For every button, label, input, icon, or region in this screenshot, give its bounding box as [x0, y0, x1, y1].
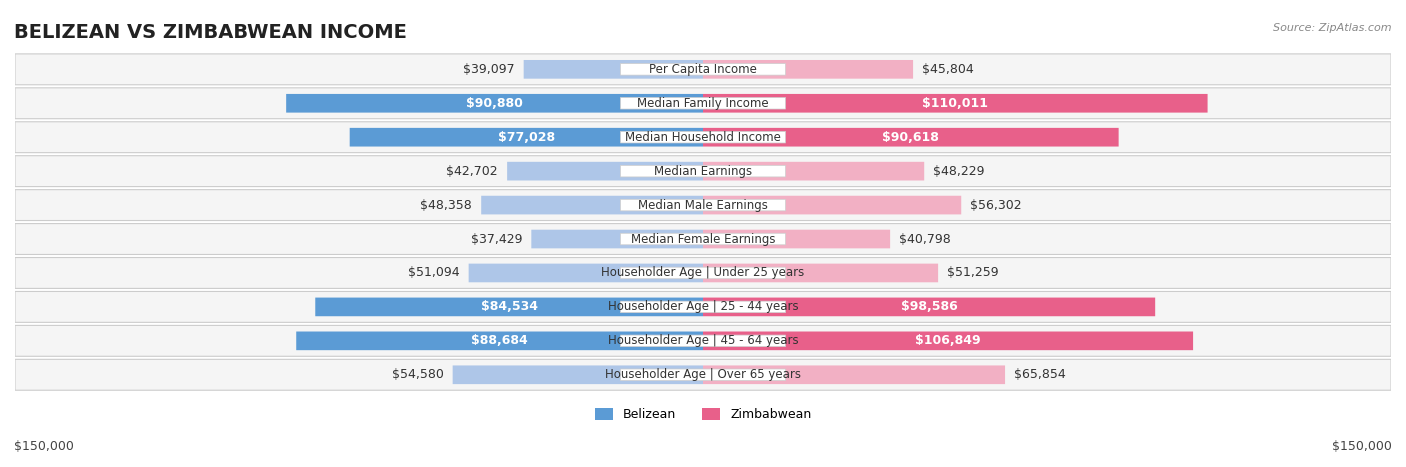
Text: BELIZEAN VS ZIMBABWEAN INCOME: BELIZEAN VS ZIMBABWEAN INCOME	[14, 23, 406, 42]
Text: $45,804: $45,804	[922, 63, 974, 76]
Text: $110,011: $110,011	[922, 97, 988, 110]
Text: $56,302: $56,302	[970, 198, 1022, 212]
FancyBboxPatch shape	[453, 366, 703, 384]
Text: Source: ZipAtlas.com: Source: ZipAtlas.com	[1274, 23, 1392, 33]
FancyBboxPatch shape	[468, 264, 703, 282]
FancyBboxPatch shape	[703, 264, 938, 282]
Text: Median Household Income: Median Household Income	[626, 131, 780, 144]
FancyBboxPatch shape	[15, 190, 1391, 220]
FancyBboxPatch shape	[481, 196, 703, 214]
Legend: Belizean, Zimbabwean: Belizean, Zimbabwean	[589, 403, 817, 426]
FancyBboxPatch shape	[703, 230, 890, 248]
FancyBboxPatch shape	[15, 156, 1391, 187]
Text: Median Female Earnings: Median Female Earnings	[631, 233, 775, 246]
Text: Householder Age | 25 - 44 years: Householder Age | 25 - 44 years	[607, 300, 799, 313]
FancyBboxPatch shape	[703, 162, 924, 180]
Text: $39,097: $39,097	[463, 63, 515, 76]
FancyBboxPatch shape	[620, 369, 786, 381]
FancyBboxPatch shape	[620, 98, 786, 109]
FancyBboxPatch shape	[620, 131, 786, 143]
Text: Householder Age | 45 - 64 years: Householder Age | 45 - 64 years	[607, 334, 799, 347]
Text: Median Earnings: Median Earnings	[654, 165, 752, 177]
FancyBboxPatch shape	[620, 199, 786, 211]
Text: Householder Age | Over 65 years: Householder Age | Over 65 years	[605, 368, 801, 381]
Text: $65,854: $65,854	[1014, 368, 1066, 381]
Text: $48,358: $48,358	[420, 198, 472, 212]
Text: $150,000: $150,000	[1331, 440, 1392, 453]
FancyBboxPatch shape	[523, 60, 703, 78]
Text: Median Family Income: Median Family Income	[637, 97, 769, 110]
FancyBboxPatch shape	[15, 359, 1391, 390]
FancyBboxPatch shape	[620, 301, 786, 313]
Text: $42,702: $42,702	[446, 165, 498, 177]
FancyBboxPatch shape	[350, 128, 703, 147]
FancyBboxPatch shape	[15, 325, 1391, 356]
FancyBboxPatch shape	[15, 291, 1391, 322]
FancyBboxPatch shape	[287, 94, 703, 113]
FancyBboxPatch shape	[15, 257, 1391, 289]
FancyBboxPatch shape	[15, 224, 1391, 255]
Text: Per Capita Income: Per Capita Income	[650, 63, 756, 76]
Text: $51,259: $51,259	[948, 267, 998, 279]
Text: $90,618: $90,618	[883, 131, 939, 144]
FancyBboxPatch shape	[620, 165, 786, 177]
FancyBboxPatch shape	[620, 233, 786, 245]
Text: $88,684: $88,684	[471, 334, 529, 347]
FancyBboxPatch shape	[703, 297, 1156, 316]
Text: $40,798: $40,798	[900, 233, 950, 246]
Text: $51,094: $51,094	[408, 267, 460, 279]
Text: $90,880: $90,880	[467, 97, 523, 110]
FancyBboxPatch shape	[15, 88, 1391, 119]
FancyBboxPatch shape	[703, 60, 912, 78]
FancyBboxPatch shape	[620, 335, 786, 347]
FancyBboxPatch shape	[620, 64, 786, 75]
FancyBboxPatch shape	[15, 122, 1391, 153]
FancyBboxPatch shape	[315, 297, 703, 316]
FancyBboxPatch shape	[297, 332, 703, 350]
Text: Householder Age | Under 25 years: Householder Age | Under 25 years	[602, 267, 804, 279]
FancyBboxPatch shape	[620, 267, 786, 279]
Text: Median Male Earnings: Median Male Earnings	[638, 198, 768, 212]
FancyBboxPatch shape	[703, 196, 962, 214]
Text: $77,028: $77,028	[498, 131, 555, 144]
FancyBboxPatch shape	[703, 366, 1005, 384]
FancyBboxPatch shape	[15, 54, 1391, 85]
Text: $98,586: $98,586	[901, 300, 957, 313]
FancyBboxPatch shape	[531, 230, 703, 248]
Text: $37,429: $37,429	[471, 233, 522, 246]
Text: $84,534: $84,534	[481, 300, 537, 313]
Text: $54,580: $54,580	[392, 368, 443, 381]
FancyBboxPatch shape	[703, 94, 1208, 113]
FancyBboxPatch shape	[703, 128, 1119, 147]
FancyBboxPatch shape	[703, 332, 1194, 350]
Text: $48,229: $48,229	[934, 165, 984, 177]
Text: $150,000: $150,000	[14, 440, 75, 453]
FancyBboxPatch shape	[508, 162, 703, 180]
Text: $106,849: $106,849	[915, 334, 981, 347]
